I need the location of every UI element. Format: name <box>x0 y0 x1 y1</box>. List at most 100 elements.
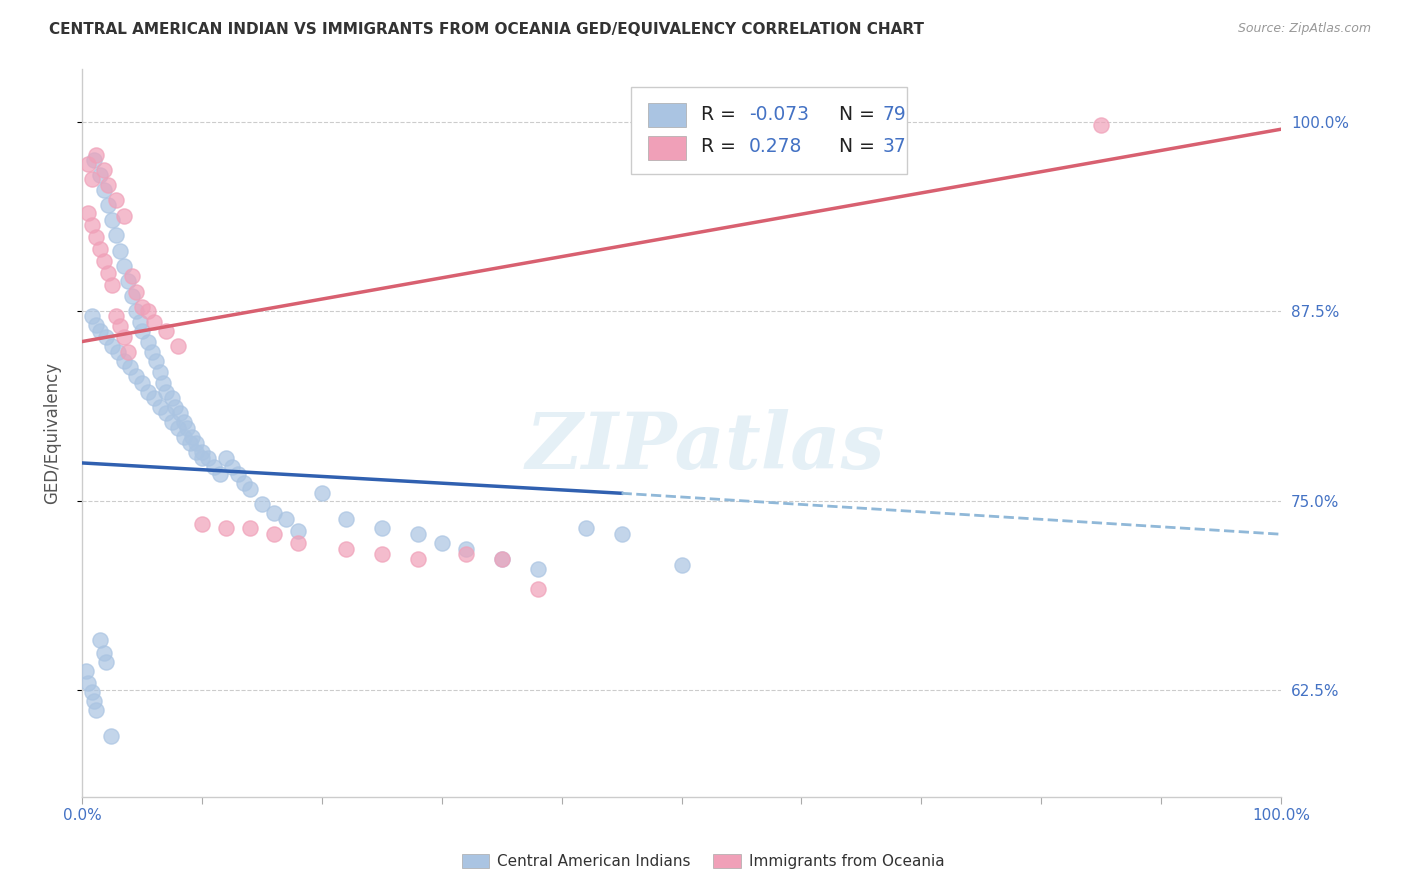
FancyBboxPatch shape <box>631 87 907 174</box>
Point <box>181 430 204 444</box>
Text: N =: N = <box>838 105 880 124</box>
Point <box>311 486 333 500</box>
Point <box>165 400 187 414</box>
Point <box>179 436 201 450</box>
Text: 37: 37 <box>883 137 907 156</box>
Point <box>335 542 357 557</box>
Point <box>121 289 143 303</box>
Text: CENTRAL AMERICAN INDIAN VS IMMIGRANTS FROM OCEANIA GED/EQUIVALENCY CORRELATION C: CENTRAL AMERICAN INDIAN VS IMMIGRANTS FR… <box>49 22 924 37</box>
Point <box>104 309 127 323</box>
Point <box>80 685 103 699</box>
Point <box>215 521 238 535</box>
Point <box>430 536 453 550</box>
Point <box>173 415 195 429</box>
Point <box>121 269 143 284</box>
Point <box>118 360 141 375</box>
Point <box>112 354 135 368</box>
Point <box>93 183 115 197</box>
Point <box>232 475 254 490</box>
Point <box>142 315 165 329</box>
Point <box>176 421 198 435</box>
Point <box>239 482 262 496</box>
Point <box>250 497 273 511</box>
Point <box>191 451 214 466</box>
Point <box>80 218 103 232</box>
Point <box>263 506 285 520</box>
Text: ZIPatlas: ZIPatlas <box>526 409 886 485</box>
Point <box>112 209 135 223</box>
Point <box>86 318 108 332</box>
Point <box>149 365 172 379</box>
Point <box>155 406 177 420</box>
Point <box>131 376 153 390</box>
Point <box>83 694 105 708</box>
Point <box>145 354 167 368</box>
Point <box>89 324 111 338</box>
Point <box>1090 118 1112 132</box>
Text: N =: N = <box>838 137 880 156</box>
Point <box>371 547 394 561</box>
Point <box>454 547 477 561</box>
Point <box>287 524 309 539</box>
Point <box>94 655 117 669</box>
Point <box>93 646 115 660</box>
Point <box>191 516 214 531</box>
Point <box>526 562 548 576</box>
Point <box>287 536 309 550</box>
Text: -0.073: -0.073 <box>748 105 808 124</box>
Point <box>152 376 174 390</box>
Point <box>221 460 243 475</box>
Point <box>406 551 429 566</box>
Point <box>491 551 513 566</box>
Point <box>149 400 172 414</box>
Point <box>142 391 165 405</box>
Point <box>215 451 238 466</box>
Point <box>125 285 148 299</box>
Point <box>83 153 105 167</box>
Point <box>160 415 183 429</box>
Point <box>94 330 117 344</box>
Point <box>77 157 100 171</box>
Point <box>112 259 135 273</box>
Text: R =: R = <box>700 105 741 124</box>
Point <box>97 178 120 193</box>
Point <box>104 228 127 243</box>
Point <box>574 521 596 535</box>
Point <box>128 315 150 329</box>
Point <box>89 242 111 256</box>
Point <box>371 521 394 535</box>
Point <box>131 300 153 314</box>
Point <box>160 391 183 405</box>
Point <box>202 460 225 475</box>
Point <box>101 213 124 227</box>
Point <box>86 148 108 162</box>
Point <box>191 445 214 459</box>
Point <box>136 304 159 318</box>
Point <box>97 198 120 212</box>
Point <box>112 330 135 344</box>
Point <box>86 230 108 244</box>
Point <box>136 384 159 399</box>
Point <box>335 512 357 526</box>
FancyBboxPatch shape <box>648 103 686 127</box>
Point <box>208 467 231 481</box>
Point <box>125 369 148 384</box>
Point <box>184 445 207 459</box>
Point <box>77 676 100 690</box>
Text: R =: R = <box>700 137 741 156</box>
Point <box>491 551 513 566</box>
Point <box>93 163 115 178</box>
Point <box>610 527 633 541</box>
Point <box>97 266 120 280</box>
FancyBboxPatch shape <box>648 136 686 160</box>
Point <box>117 345 139 359</box>
Point <box>131 324 153 338</box>
Y-axis label: GED/Equivalency: GED/Equivalency <box>44 361 60 504</box>
Point <box>239 521 262 535</box>
Point <box>173 430 195 444</box>
Point <box>454 542 477 557</box>
Point <box>136 334 159 349</box>
Point <box>167 421 190 435</box>
Text: Source: ZipAtlas.com: Source: ZipAtlas.com <box>1237 22 1371 36</box>
Point <box>117 274 139 288</box>
